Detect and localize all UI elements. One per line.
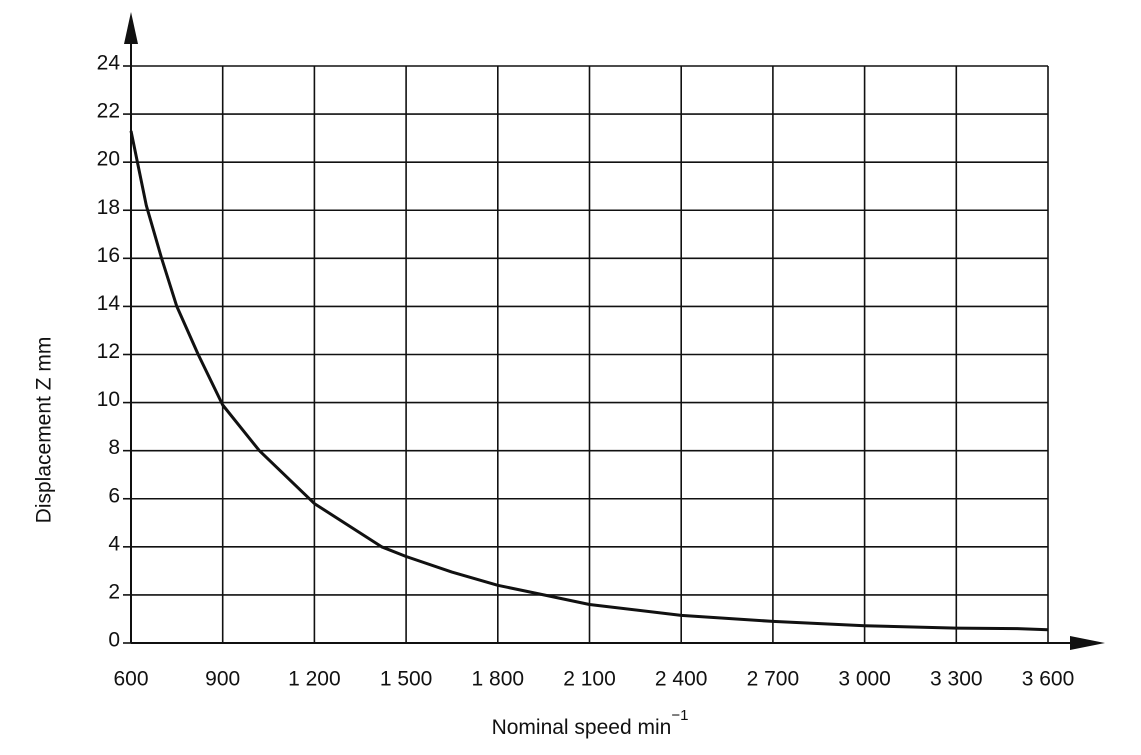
x-tick-label: 1 200: [288, 668, 341, 691]
x-tick-label: 2 100: [563, 668, 616, 691]
x-axis-title-text: Nominal speed min: [492, 716, 672, 739]
y-tick-label: 14: [97, 292, 121, 315]
x-tick-label: 1 500: [380, 668, 433, 691]
x-tick-label: 900: [205, 668, 240, 691]
x-tick-label: 3 600: [1022, 668, 1075, 691]
data-line: [129, 130, 1049, 632]
y-tick-label: 12: [97, 340, 120, 363]
y-tick-label: 22: [97, 100, 120, 123]
y-tick-label: 10: [97, 388, 120, 411]
y-tick-label: 2: [108, 580, 120, 603]
y-axis-title: Displacement Z mm: [33, 337, 56, 524]
x-tick-label: 2 400: [655, 668, 708, 691]
x-tick-label: 1 800: [472, 668, 525, 691]
x-axis-title: Nominal speed min−1: [492, 707, 689, 739]
y-axis-arrow: [124, 12, 138, 44]
y-tick-label: 8: [108, 436, 120, 459]
x-tick-label: 2 700: [747, 668, 800, 691]
y-tick-label: 24: [97, 52, 121, 75]
x-axis-title-sup: −1: [671, 707, 688, 724]
y-tick-label: 6: [108, 484, 120, 507]
y-tick-label: 16: [97, 244, 120, 267]
x-axis-arrow: [1070, 636, 1105, 650]
x-tick-label: 600: [113, 668, 148, 691]
y-tick-label: 0: [108, 629, 120, 652]
y-tick-label: 20: [97, 148, 120, 171]
x-tick-label: 3 300: [930, 668, 983, 691]
y-tick-label: 4: [108, 532, 120, 555]
y-tick-label: 18: [97, 196, 120, 219]
x-tick-label: 3 000: [838, 668, 891, 691]
